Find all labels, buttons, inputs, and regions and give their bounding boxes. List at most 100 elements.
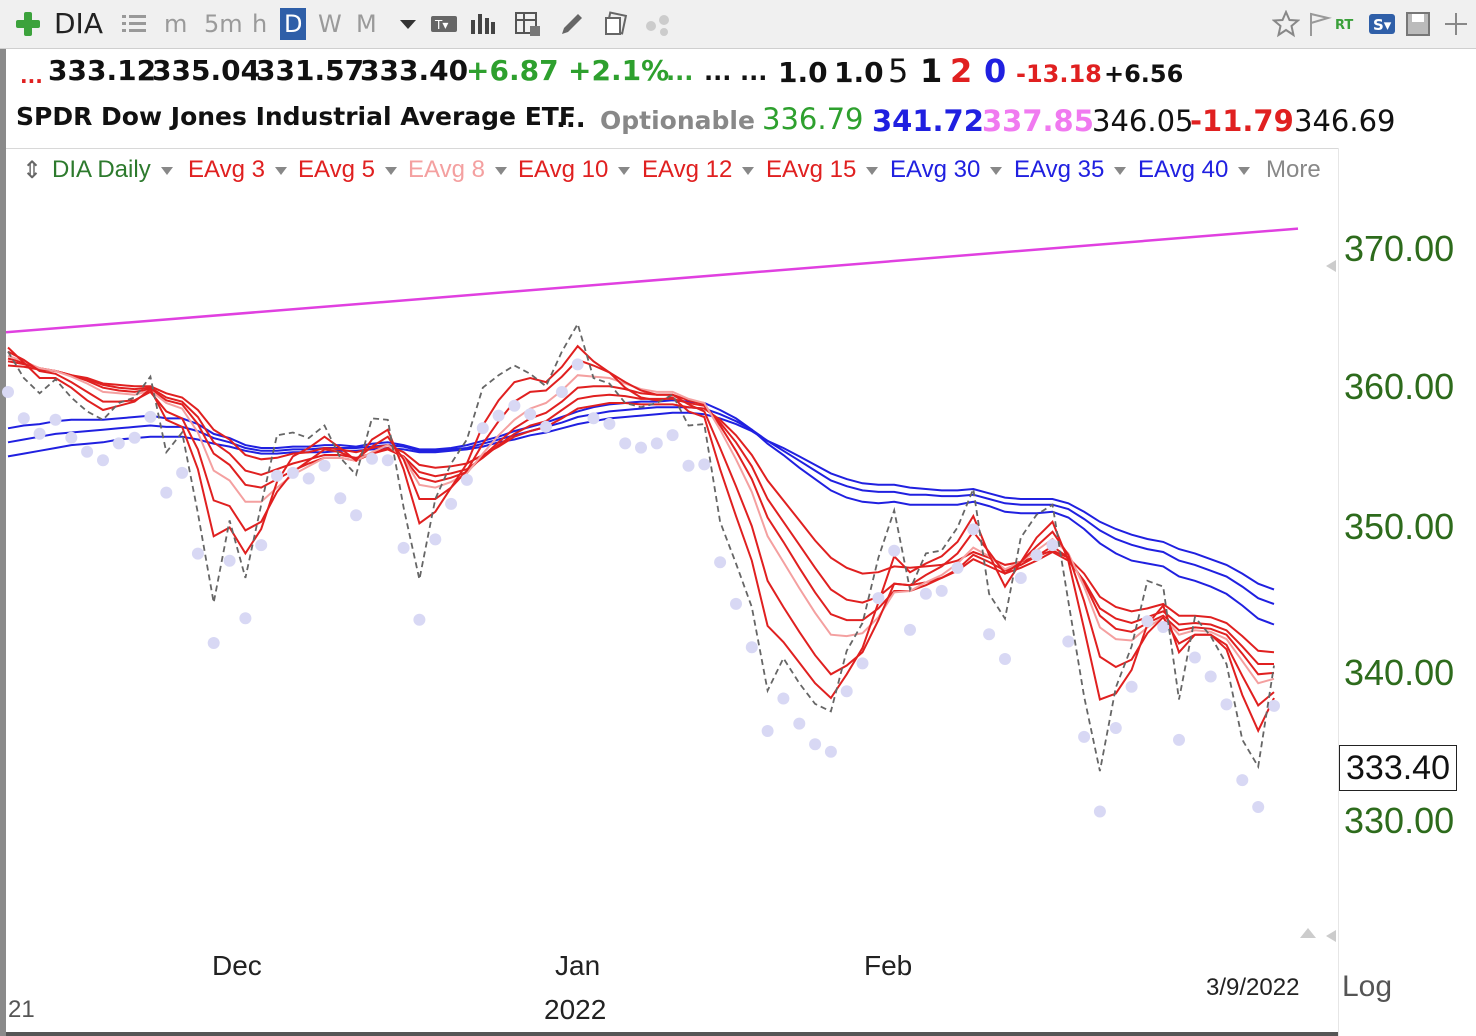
bar-chart-icon[interactable] (468, 10, 496, 38)
interval-weekly-button[interactable]: W (318, 10, 342, 38)
interval-daily-button[interactable]: D (280, 8, 307, 40)
price-dot (714, 556, 727, 569)
chevron-down-icon[interactable] (866, 166, 879, 175)
quote-count-4: 0 (984, 52, 1007, 90)
interval-hour-button[interactable]: h (252, 10, 268, 38)
chevron-down-icon[interactable] (742, 166, 755, 175)
price-dot (951, 561, 964, 574)
x-tick-label: Feb (864, 950, 913, 981)
price-dot (1173, 733, 1185, 746)
legend-label: EAvg 8 (408, 156, 485, 183)
quote-count-3: 2 (950, 52, 973, 90)
info-price-5: -11.79 (1190, 104, 1294, 138)
symbol-label[interactable]: DIA (54, 7, 103, 40)
log-scale-toggle[interactable]: Log (1342, 970, 1393, 1003)
y-tick-label: 330.00 (1344, 800, 1455, 841)
legend-item-eavg3[interactable]: EAvg 3 (188, 156, 287, 184)
price-dot (761, 725, 774, 737)
layers-icon[interactable] (602, 10, 630, 38)
legend-item-eavg15[interactable]: EAvg 15 (766, 156, 879, 184)
legend-more-button[interactable]: More (1266, 156, 1321, 183)
quote-green-ellipsis: ... (666, 58, 694, 86)
interval-dropdown-icon[interactable] (394, 10, 422, 38)
x-year-label: 2022 (544, 994, 607, 1025)
chart-type-icon[interactable]: T▾ (430, 10, 458, 38)
quote-low: 331.57 (256, 54, 365, 87)
legend-item-eavg40[interactable]: EAvg 40 (1138, 156, 1251, 184)
legend-item-eavg35[interactable]: EAvg 35 (1014, 156, 1127, 184)
corner-label: 21 (8, 996, 35, 1023)
quote-ellipsis-a: ... (704, 58, 732, 86)
table-icon[interactable] (514, 10, 542, 38)
interval-5min-button[interactable]: 5m (204, 10, 243, 38)
quote-negative: -13.18 (1016, 60, 1102, 88)
chart-panel[interactable] (6, 148, 1338, 1035)
price-dot (1188, 651, 1201, 664)
price-dot (176, 466, 189, 479)
move-handle-icon[interactable] (1442, 10, 1470, 38)
chevron-down-icon[interactable] (1238, 166, 1251, 175)
dots-cluster-icon[interactable] (644, 10, 672, 38)
chevron-down-icon[interactable] (618, 166, 631, 175)
legend-label: EAvg 12 (642, 156, 733, 183)
price-dot (1078, 730, 1091, 743)
price-dot (334, 492, 347, 505)
price-dot (445, 497, 458, 510)
series-line-eavg-35 (7, 406, 1275, 605)
series-line-eavg-15 (7, 364, 1275, 654)
series-line-eavg-30 (7, 399, 1275, 626)
legend-item-eavg10[interactable]: EAvg 10 (518, 156, 631, 184)
chevron-down-icon[interactable] (384, 166, 397, 175)
series-line-eavg-10 (7, 357, 1275, 676)
price-dot (1046, 539, 1059, 552)
scroll-arrow-icon[interactable] (1326, 260, 1336, 272)
quote-ellipsis[interactable]: ... (20, 64, 43, 88)
trendline (5, 227, 1299, 334)
chevron-down-icon[interactable] (990, 166, 1003, 175)
favorite-star-icon[interactable] (1272, 10, 1300, 38)
price-dot (1125, 680, 1138, 693)
legend-item-eavg12[interactable]: EAvg 12 (642, 156, 755, 184)
save-icon[interactable] (1404, 10, 1432, 38)
legend-sort-icon[interactable]: ⇕ (22, 157, 43, 184)
realtime-icon[interactable]: RT (1334, 10, 1362, 38)
price-dot (1014, 572, 1027, 584)
price-axis[interactable] (1338, 148, 1476, 1036)
list-icon[interactable] (120, 10, 148, 38)
add-symbol-icon[interactable] (14, 10, 42, 38)
scroll-up-arrow-icon[interactable] (1300, 928, 1316, 938)
legend-item-dia-daily[interactable]: DIA Daily (52, 156, 173, 184)
price-dot (381, 454, 394, 467)
price-dot (682, 459, 695, 472)
interval-minute-button[interactable]: m (164, 10, 188, 38)
y-tick-label: 340.00 (1344, 652, 1455, 693)
price-dot (809, 738, 822, 751)
info-ellipsis[interactable]: ... (556, 104, 586, 134)
info-price-3: 337.85 (982, 104, 1094, 138)
legend-item-eavg30[interactable]: EAvg 30 (890, 156, 1003, 184)
draw-pencil-icon[interactable] (558, 10, 586, 38)
price-dot (1220, 698, 1233, 711)
scan-icon[interactable]: S▾ (1368, 10, 1396, 38)
legend-item-eavg8[interactable]: EAvg 8 (408, 156, 507, 184)
chevron-down-icon[interactable] (494, 166, 507, 175)
price-dot (397, 541, 410, 554)
price-dot (745, 641, 758, 654)
flag-icon[interactable] (1306, 10, 1334, 38)
legend-label: DIA Daily (52, 156, 151, 183)
chevron-down-icon[interactable] (274, 166, 287, 175)
chevron-down-icon[interactable] (1114, 166, 1127, 175)
interval-monthly-button[interactable]: M (356, 10, 377, 38)
legend-item-eavg5[interactable]: EAvg 5 (298, 156, 397, 184)
series-line-eavg-3 (7, 344, 1275, 734)
chevron-down-icon[interactable] (160, 166, 173, 175)
price-dot (1236, 774, 1249, 787)
quote-change-pct: +2.1% (568, 54, 670, 87)
price-dot (413, 613, 426, 626)
legend-label: EAvg 15 (766, 156, 857, 183)
y-tick-label: 350.00 (1344, 506, 1455, 547)
price-dot (1141, 615, 1154, 628)
price-dot (587, 412, 600, 425)
chart-bottom-border (6, 1032, 1338, 1036)
scroll-left-arrow-icon[interactable] (1326, 930, 1336, 942)
